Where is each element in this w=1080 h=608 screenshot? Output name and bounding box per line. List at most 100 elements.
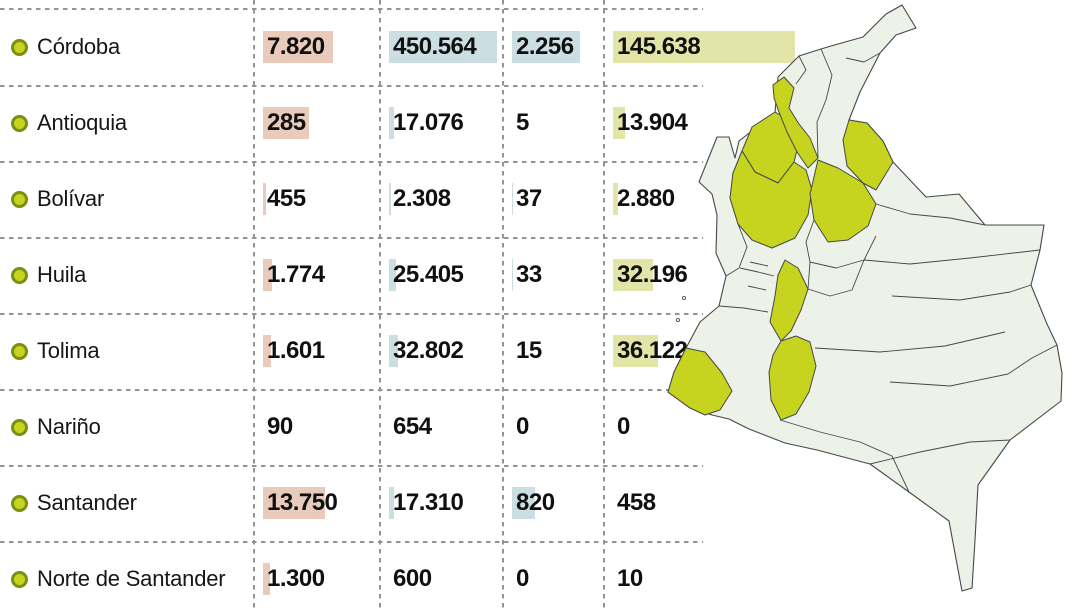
value-text: 17.076 <box>393 109 464 136</box>
value-text: 2.308 <box>393 185 451 212</box>
row-divider <box>0 541 703 543</box>
value-text: 32.802 <box>393 337 464 364</box>
value-text: 458 <box>617 489 656 516</box>
table-row: Tolima 1.601 32.802 15 36.122 <box>0 313 810 389</box>
value-text: 820 <box>516 489 555 516</box>
value-cell: 13.904 <box>603 85 810 161</box>
value-bar <box>389 487 394 519</box>
value-text: 1.774 <box>267 261 325 288</box>
map-region-santander <box>809 159 877 243</box>
value-bar <box>613 335 658 367</box>
value-cell: 7.820 <box>253 9 379 85</box>
pacific-island-icon <box>681 295 686 300</box>
value-text: 1.300 <box>267 565 325 592</box>
value-bar <box>263 183 266 215</box>
department-bullet-icon <box>11 114 28 132</box>
value-text: 145.638 <box>617 33 701 60</box>
value-bar <box>389 31 497 63</box>
value-text: 0 <box>617 413 630 440</box>
row-divider <box>0 237 703 239</box>
value-text: 600 <box>393 565 432 592</box>
row-divider <box>0 161 703 163</box>
department-name: Tolima <box>37 338 100 363</box>
value-cell: 17.310 <box>379 465 502 541</box>
value-cell: 1.300 <box>253 541 379 608</box>
value-text: 36.122 <box>617 337 688 364</box>
department-name: Antioquia <box>37 110 127 135</box>
value-cell: 285 <box>253 85 379 161</box>
department-cell: Córdoba <box>0 9 253 85</box>
value-cell: 2.880 <box>603 161 810 237</box>
value-text: 13.904 <box>617 109 688 136</box>
department-bullet-icon <box>11 570 28 588</box>
value-text: 285 <box>267 109 306 136</box>
department-name: Bolívar <box>37 186 105 211</box>
department-cell: Huila <box>0 237 253 313</box>
department-name: Santander <box>37 490 137 515</box>
value-cell: 2.256 <box>502 9 603 85</box>
department-cell: Santander <box>0 465 253 541</box>
value-text: 0 <box>516 565 529 592</box>
value-cell: 654 <box>379 389 502 465</box>
map-region-narino <box>667 347 733 416</box>
table-row: Bolívar 455 2.308 37 2.880 <box>0 161 810 237</box>
colombia-map <box>667 4 1063 592</box>
value-bar <box>613 183 618 215</box>
value-text: 2.880 <box>617 185 675 212</box>
value-bar <box>263 563 270 595</box>
department-bullet-icon <box>11 266 28 284</box>
map-region-norte-de-santander <box>842 119 894 191</box>
value-cell: 0 <box>502 541 603 608</box>
value-cell: 17.076 <box>379 85 502 161</box>
table-row: Córdoba 7.820 450.564 2.256 145.638 <box>0 9 810 85</box>
row-divider <box>0 85 703 87</box>
value-text: 17.310 <box>393 489 464 516</box>
column-divider <box>253 0 255 608</box>
value-bar <box>389 183 391 215</box>
value-bar <box>263 31 333 63</box>
table-row: Santander 13.750 17.310 820 458 <box>0 465 810 541</box>
value-cell: 33 <box>502 237 603 313</box>
value-cell: 600 <box>379 541 502 608</box>
department-name: Norte de Santander <box>37 566 226 591</box>
value-cell: 2.308 <box>379 161 502 237</box>
value-bar <box>512 487 535 519</box>
map-region-bolivar <box>772 76 819 169</box>
value-text: 90 <box>267 413 293 440</box>
value-cell: 32.196 <box>603 237 810 313</box>
column-divider <box>502 0 504 608</box>
value-bar <box>389 335 398 367</box>
value-bar <box>613 259 653 291</box>
value-cell: 1.774 <box>253 237 379 313</box>
pacific-island-icon <box>675 317 680 322</box>
value-text: 15 <box>516 337 542 364</box>
department-cell: Bolívar <box>0 161 253 237</box>
value-text: 450.564 <box>393 33 477 60</box>
department-bullet-icon <box>11 494 28 512</box>
value-cell: 36.122 <box>603 313 810 389</box>
value-cell: 32.802 <box>379 313 502 389</box>
table-row: Antioquia 285 17.076 5 13.904 <box>0 85 810 161</box>
value-bar <box>263 259 272 291</box>
department-cell: Nariño <box>0 389 253 465</box>
value-bar <box>512 259 513 291</box>
value-bar <box>512 183 513 215</box>
value-cell: 15 <box>502 313 603 389</box>
value-cell: 0 <box>603 389 810 465</box>
department-cell: Antioquia <box>0 85 253 161</box>
value-text: 2.256 <box>516 33 574 60</box>
value-text: 5 <box>516 109 529 136</box>
row-divider <box>0 465 703 467</box>
table-row: Huila 1.774 25.405 33 32.196 <box>0 237 810 313</box>
row-divider <box>0 8 703 10</box>
department-name: Córdoba <box>37 34 120 59</box>
value-bar <box>613 107 625 139</box>
value-text: 13.750 <box>267 489 338 516</box>
value-text: 0 <box>516 413 529 440</box>
value-cell: 1.601 <box>253 313 379 389</box>
value-bar <box>389 107 394 139</box>
colombia-outline <box>667 4 1063 592</box>
value-text: 37 <box>516 185 542 212</box>
value-bar <box>512 31 580 63</box>
